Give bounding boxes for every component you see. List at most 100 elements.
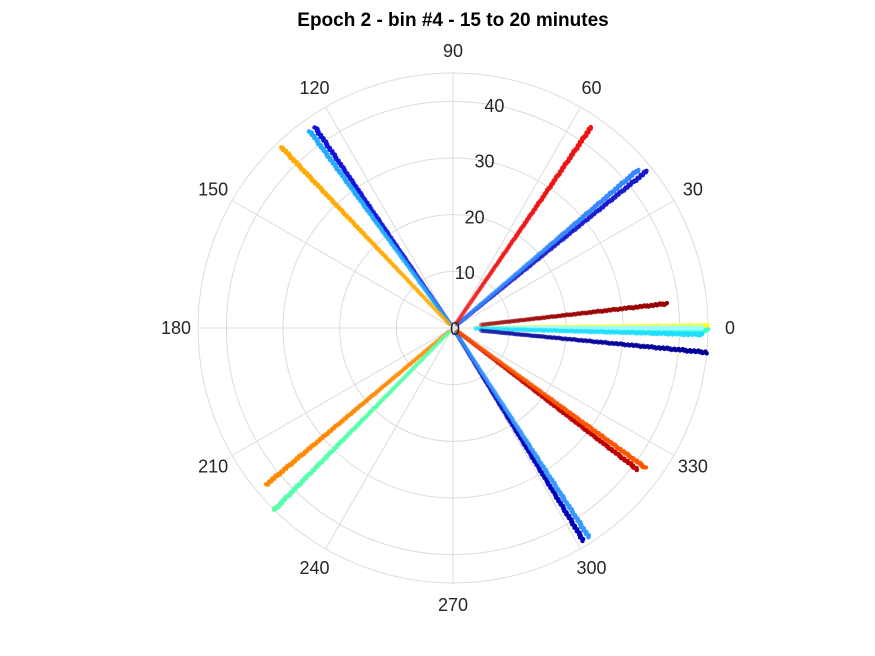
data-point bbox=[705, 323, 711, 328]
data-point bbox=[456, 317, 461, 322]
data-point bbox=[705, 327, 711, 332]
data-point bbox=[460, 341, 466, 346]
data-point bbox=[464, 315, 469, 320]
data-point bbox=[479, 328, 484, 333]
data-point bbox=[478, 322, 484, 327]
data-point bbox=[486, 326, 491, 331]
data-point bbox=[439, 309, 444, 314]
grid-spoke bbox=[452, 200, 675, 329]
data-point bbox=[445, 317, 450, 322]
data-point bbox=[466, 337, 471, 343]
data-point bbox=[700, 331, 705, 337]
data-point bbox=[440, 335, 446, 341]
data-point bbox=[458, 331, 463, 337]
data-point bbox=[439, 337, 445, 342]
data-point bbox=[444, 319, 450, 324]
scatter-series bbox=[263, 124, 711, 544]
data-point bbox=[442, 333, 448, 339]
data-point bbox=[465, 312, 471, 318]
data-point bbox=[453, 330, 459, 335]
radial-tick-label: 40 bbox=[484, 96, 504, 116]
data-point bbox=[462, 334, 467, 339]
data-point bbox=[455, 318, 460, 324]
data-point bbox=[440, 310, 445, 316]
data-point bbox=[458, 337, 463, 343]
data-point bbox=[434, 339, 439, 344]
data-point bbox=[462, 343, 467, 348]
radial-tick-label: 0 bbox=[450, 319, 460, 339]
data-point bbox=[480, 325, 485, 330]
data-point bbox=[479, 325, 484, 331]
data-point bbox=[487, 326, 492, 331]
data-point bbox=[443, 315, 448, 320]
data-point bbox=[486, 325, 491, 331]
data-point bbox=[493, 329, 498, 335]
data-point bbox=[442, 314, 448, 319]
data-point bbox=[457, 336, 462, 342]
data-point bbox=[462, 315, 467, 320]
data-point bbox=[489, 325, 494, 330]
data-point bbox=[444, 331, 450, 337]
angle-tick-label: 180 bbox=[161, 318, 191, 338]
data-point bbox=[477, 325, 483, 331]
data-point bbox=[484, 329, 489, 334]
data-point bbox=[456, 321, 461, 326]
angle-tick-label: 60 bbox=[581, 78, 601, 98]
data-point bbox=[446, 329, 451, 334]
data-point bbox=[476, 326, 481, 331]
data-point bbox=[461, 316, 467, 322]
angle-tick-label: 30 bbox=[683, 180, 703, 200]
data-point bbox=[480, 326, 485, 331]
data-point bbox=[445, 330, 451, 336]
data-point bbox=[456, 334, 461, 339]
data-point bbox=[486, 326, 491, 331]
grid-spoke bbox=[325, 327, 454, 550]
data-point bbox=[446, 321, 452, 327]
data-point bbox=[441, 313, 447, 318]
grid-spoke bbox=[231, 200, 454, 329]
data-point bbox=[444, 318, 449, 323]
data-point bbox=[436, 337, 442, 342]
data-point bbox=[459, 338, 464, 344]
angle-tick-label: 270 bbox=[438, 595, 468, 615]
data-point bbox=[440, 312, 446, 317]
data-point bbox=[461, 342, 466, 348]
data-point bbox=[479, 326, 484, 331]
data-point bbox=[473, 325, 478, 331]
angle-tick-label: 210 bbox=[198, 457, 228, 477]
data-point bbox=[483, 325, 488, 330]
data-point bbox=[442, 314, 447, 319]
data-point bbox=[438, 312, 443, 317]
data-point bbox=[443, 315, 448, 320]
data-point bbox=[489, 325, 494, 331]
grid-spoke bbox=[452, 106, 581, 329]
data-point bbox=[466, 313, 471, 318]
data-point bbox=[484, 325, 490, 331]
data-point bbox=[481, 328, 487, 334]
data-point bbox=[482, 326, 487, 331]
data-point bbox=[466, 337, 472, 342]
radial-tick-label: 30 bbox=[474, 152, 494, 172]
data-point bbox=[440, 314, 445, 319]
data-point bbox=[445, 330, 450, 335]
data-point bbox=[437, 311, 442, 316]
data-point bbox=[473, 326, 478, 331]
data-point bbox=[482, 326, 487, 331]
data-point bbox=[457, 331, 462, 336]
data-point bbox=[458, 337, 463, 342]
data-point bbox=[457, 320, 462, 325]
data-point bbox=[476, 325, 481, 331]
data-point bbox=[489, 326, 494, 331]
data-point bbox=[456, 335, 462, 340]
data-point bbox=[435, 342, 440, 347]
data-point bbox=[447, 321, 452, 326]
data-point bbox=[459, 332, 465, 338]
data-point bbox=[486, 325, 491, 330]
data-point bbox=[490, 329, 495, 334]
data-point bbox=[442, 316, 447, 321]
data-point bbox=[454, 319, 460, 325]
data-point bbox=[487, 326, 492, 332]
data-point bbox=[438, 335, 444, 341]
data-point bbox=[455, 322, 460, 327]
data-point bbox=[480, 322, 485, 327]
